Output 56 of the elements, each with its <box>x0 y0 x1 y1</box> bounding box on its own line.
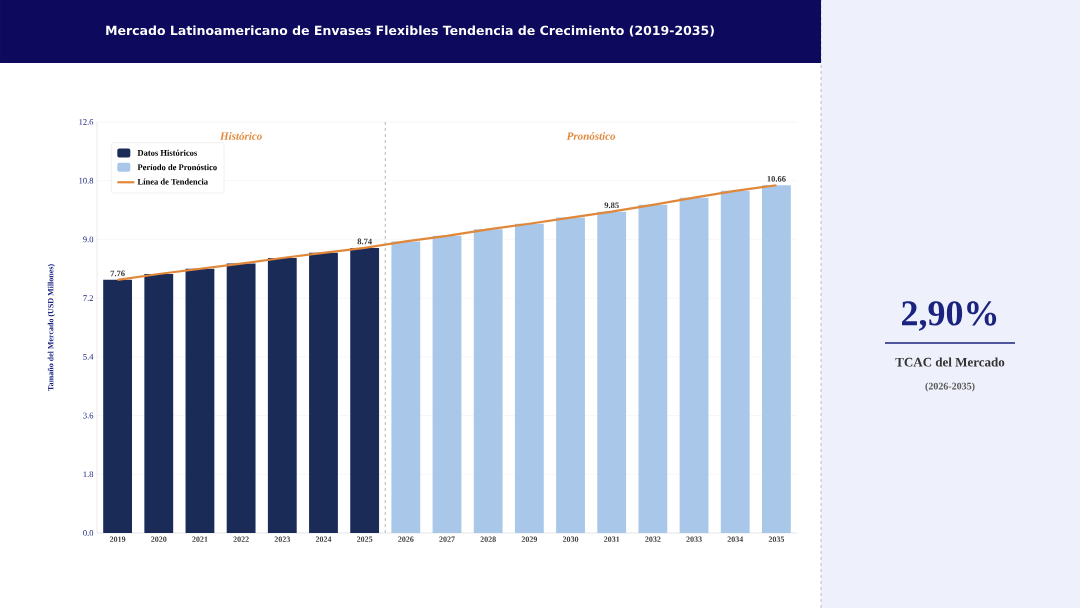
bar <box>144 273 174 533</box>
x-tick-label: 2025 <box>356 536 373 542</box>
bar <box>679 197 709 533</box>
bar <box>638 204 668 533</box>
bar <box>391 241 421 533</box>
y-axis-title: Tamaño del Mercado (USD Millones) <box>47 264 55 391</box>
bar <box>720 190 750 533</box>
text: 2,90% <box>902 301 997 331</box>
x-tick-label: 2026 <box>398 536 414 542</box>
bar <box>267 258 297 533</box>
x-tick-label: 2032 <box>645 536 661 542</box>
text: TCAC del Mercado <box>895 357 1005 367</box>
bar <box>597 211 627 533</box>
bar <box>473 229 503 533</box>
annotation: Histórico <box>219 132 262 140</box>
legend-label: Datos Históricos <box>137 149 198 156</box>
y-tick-label: 7.2 <box>83 295 94 302</box>
x-tick-label: 2028 <box>480 536 496 542</box>
y-tick-label: 3.6 <box>83 412 94 419</box>
bar <box>514 223 544 533</box>
y-tick-label: 1.8 <box>83 471 94 478</box>
bar <box>309 252 338 533</box>
y-tick-label: 5.4 <box>83 353 94 360</box>
annotation: Pronóstico <box>566 132 616 140</box>
data-label: 8.74 <box>357 238 372 245</box>
bar <box>556 217 585 533</box>
x-tick-label: 2033 <box>686 536 702 542</box>
chart-title: Mercado Latinoamericano de Envases Flexibles Tendencia de Crecimiento (2019-2035) <box>106 25 714 37</box>
legend-label: Línea de Tendencia <box>137 178 208 185</box>
x-tick-label: 2034 <box>727 536 744 542</box>
x-tick-label: 2023 <box>274 536 291 542</box>
bar <box>103 279 133 533</box>
y-tick-label: 0.0 <box>83 530 94 536</box>
bar <box>432 235 462 533</box>
x-tick-label: 2035 <box>768 536 785 542</box>
x-tick-label: 2022 <box>233 536 249 542</box>
data-label: 9.85 <box>604 202 619 209</box>
data-label: 10.66 <box>767 175 786 182</box>
x-tick-label: 2027 <box>439 536 455 542</box>
x-tick-label: 2024 <box>315 536 332 542</box>
y-tick-label: 12.6 <box>79 119 94 125</box>
bar <box>185 268 215 533</box>
y-tick-label: 9.0 <box>83 236 94 243</box>
x-tick-label: 2030 <box>562 536 579 542</box>
bar <box>226 263 256 533</box>
data-label: 7.76 <box>110 270 125 277</box>
text: (2026-2035) <box>925 382 975 392</box>
bar <box>762 185 791 533</box>
x-tick-label: 2020 <box>151 536 167 542</box>
bar <box>350 247 380 533</box>
x-tick-label: 2029 <box>521 536 538 542</box>
y-tick-label: 10.8 <box>79 177 94 184</box>
x-tick-label: 2021 <box>192 536 208 542</box>
x-tick-label: 2031 <box>604 536 620 542</box>
legend-label: Período de Pronóstico <box>137 164 217 171</box>
x-tick-label: 2019 <box>109 536 126 542</box>
